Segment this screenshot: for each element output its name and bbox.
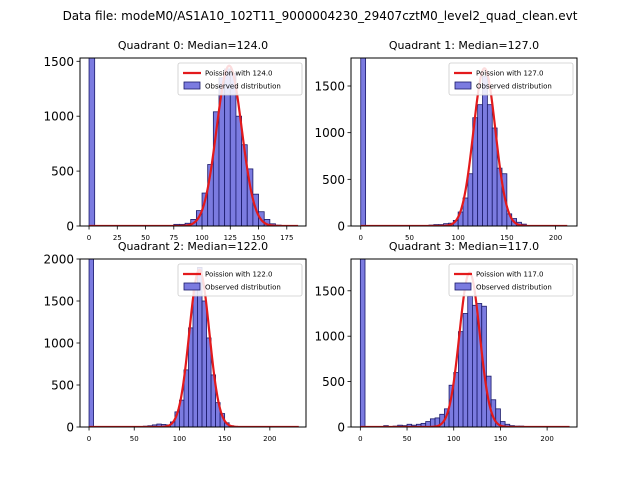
histogram-bar xyxy=(467,173,474,226)
y-tick-label: 1000 xyxy=(314,126,345,140)
histogram-bar xyxy=(192,285,198,427)
x-tick-label: 200 xyxy=(549,234,562,242)
legend: Poission with 127.0 Observed distribution xyxy=(448,62,574,96)
histogram-bar xyxy=(467,295,473,427)
histogram-bar xyxy=(235,115,242,226)
y-tick-label: 1000 xyxy=(43,110,74,124)
y-tick-label: 1500 xyxy=(43,55,74,69)
histogram-bar xyxy=(201,300,207,427)
x-tick-label: 150 xyxy=(218,435,231,443)
histogram-bar xyxy=(462,313,469,427)
legend: Poission with 124.0 Observed distribution xyxy=(177,62,303,96)
x-tick-label: 50 xyxy=(403,435,412,443)
y-tick-label: 500 xyxy=(322,375,345,389)
x-tick-label: 50 xyxy=(130,435,139,443)
y-tick-label: 500 xyxy=(51,379,74,393)
axes-frame xyxy=(350,57,578,227)
panel-title: Quadrant 3: Median=117.0 xyxy=(389,240,539,253)
x-tick-label: 50 xyxy=(405,234,414,242)
legend-bar-swatch xyxy=(454,81,472,90)
histogram-bar xyxy=(477,104,483,226)
y-tick-label: 1500 xyxy=(314,284,345,298)
x-tick-label: 100 xyxy=(447,435,460,443)
legend-box xyxy=(448,62,574,96)
legend-bar-label: Observed distribution xyxy=(476,83,552,91)
panel-title: Quadrant 1: Median=127.0 xyxy=(389,39,539,52)
legend-box xyxy=(448,263,574,297)
legend-bar-label: Observed distribution xyxy=(476,284,552,292)
legend-box xyxy=(177,263,303,297)
x-tick-label: 100 xyxy=(173,435,186,443)
y-tick-label: 0 xyxy=(337,220,345,234)
panel-quadrant-0: Quadrant 0: Median=124.0 0 25 50 75 100 125 150… xyxy=(43,39,307,242)
y-tick-label: 1000 xyxy=(43,337,74,351)
legend-bar-label: Observed distribution xyxy=(205,284,281,292)
x-tick-label: 125 xyxy=(224,234,237,242)
x-tick-label: 0 xyxy=(359,234,363,242)
legend: Poission with 117.0 Observed distribution xyxy=(448,263,574,297)
y-tick-label: 2000 xyxy=(43,253,74,267)
legend-bar-swatch xyxy=(183,81,201,90)
x-tick-label: 150 xyxy=(252,234,265,242)
x-tick-label: 175 xyxy=(280,234,293,242)
x-tick-label: 100 xyxy=(451,234,464,242)
legend: Poission with 122.0 Observed distribution xyxy=(177,263,303,297)
histogram-bar xyxy=(88,259,94,427)
legend-box xyxy=(177,62,303,96)
poisson-fit-line xyxy=(89,64,299,226)
panel-quadrant-1: Quadrant 1: Median=127.0 0 50 100 150 200 0 500… xyxy=(314,39,578,242)
y-tick-label: 500 xyxy=(51,165,74,179)
y-tick-label: 1500 xyxy=(314,80,345,94)
legend-line-label: Poission with 124.0 xyxy=(205,70,273,78)
x-tick-label: 150 xyxy=(500,234,513,242)
legend-bar-swatch xyxy=(183,282,201,291)
y-tick-label: 0 xyxy=(66,220,74,234)
histogram-bar xyxy=(229,72,237,226)
histogram-bar xyxy=(486,104,493,226)
legend-line-label: Poission with 122.0 xyxy=(205,271,273,279)
x-tick-label: 0 xyxy=(87,435,91,443)
legend-bar-label: Observed distribution xyxy=(205,83,281,91)
x-tick-label: 25 xyxy=(113,234,122,242)
y-tick-label: 0 xyxy=(66,421,74,435)
legend-line-label: Poission with 117.0 xyxy=(476,271,544,279)
x-tick-label: 200 xyxy=(540,435,553,443)
legend-line-label: Poission with 127.0 xyxy=(476,70,544,78)
panel-quadrant-2: Quadrant 2: Median=122.00 50 100 150 2000500… xyxy=(43,240,307,443)
x-tick-label: 150 xyxy=(494,435,507,443)
panel-title: Quadrant 2: Median=122.0 xyxy=(118,240,268,253)
x-tick-label: 75 xyxy=(169,234,178,242)
x-tick-label: 50 xyxy=(141,234,150,242)
histogram-bar xyxy=(482,76,488,226)
histogram-bar xyxy=(472,304,478,427)
legend-bar-swatch xyxy=(454,282,472,291)
x-tick-label: 100 xyxy=(195,234,208,242)
axes-frame xyxy=(79,57,307,227)
x-tick-label: 0 xyxy=(87,234,91,242)
figure-title: Data file: modeM0/AS1A10_102T11_90000042… xyxy=(63,9,578,23)
panel-quadrant-3: Quadrant 3: Median=117.0 0 50 100 150 200 0 500… xyxy=(314,240,578,443)
histogram-bar xyxy=(359,259,366,427)
panel-title: Quadrant 0: Median=124.0 xyxy=(118,39,268,52)
y-tick-label: 1000 xyxy=(314,330,345,344)
y-tick-label: 1500 xyxy=(43,295,74,309)
y-tick-label: 0 xyxy=(337,421,345,435)
x-tick-label: 200 xyxy=(263,435,276,443)
histogram-bar xyxy=(88,58,96,226)
histogram-bar xyxy=(360,58,367,226)
x-tick-label: 0 xyxy=(358,435,362,443)
y-tick-label: 500 xyxy=(322,173,345,187)
axes-frame xyxy=(350,258,578,428)
